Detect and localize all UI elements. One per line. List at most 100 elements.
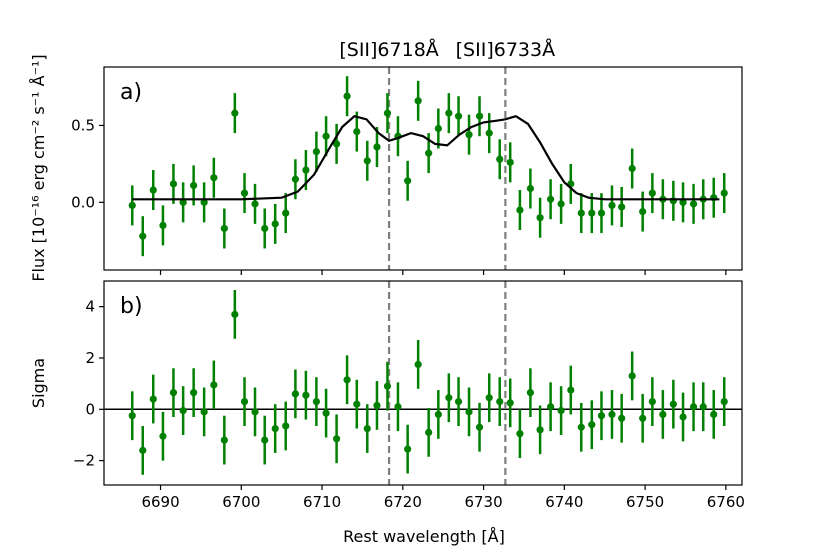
data-point: [394, 403, 402, 411]
data-point: [577, 423, 585, 431]
data-point: [251, 200, 259, 208]
data-point: [271, 424, 279, 433]
data-point: [322, 132, 330, 140]
data-point: [139, 446, 147, 454]
data-point: [454, 398, 463, 406]
data-point: [648, 398, 656, 406]
data-point: [240, 398, 249, 406]
data-point: [526, 389, 535, 397]
data-point: [475, 423, 484, 431]
data-point: [363, 424, 371, 433]
data-point: [282, 422, 290, 430]
x-tick-label: 6760: [707, 493, 745, 511]
data-point: [496, 398, 504, 406]
x-tick-label: 6710: [303, 493, 341, 511]
data-point: [639, 414, 647, 422]
panel-a-label: a): [120, 80, 142, 105]
data-point: [159, 432, 167, 440]
x-axis-label: Rest wavelength [Å]: [343, 527, 505, 546]
data-point: [608, 410, 616, 419]
data-point: [210, 381, 218, 389]
data-point: [332, 140, 341, 148]
data-point: [608, 201, 616, 210]
data-point: [618, 414, 626, 422]
data-point: [363, 157, 371, 165]
data-point: [577, 209, 585, 217]
data-point: [383, 109, 392, 117]
data-point: [689, 403, 698, 411]
panel-frame: [103, 66, 743, 271]
data-point: [526, 184, 535, 193]
data-point: [628, 164, 636, 173]
data-point: [557, 406, 565, 415]
data-point: [496, 155, 504, 163]
panel-b: −2 0 2 4: [73, 280, 743, 490]
data-point: [669, 400, 677, 408]
x-tick-label: 6690: [141, 493, 179, 511]
x-tick-label: 6750: [626, 493, 664, 511]
data-point: [282, 209, 290, 217]
panel-frame: [103, 280, 743, 486]
data-point: [710, 410, 718, 419]
data-point: [567, 386, 575, 394]
data-point: [169, 389, 178, 397]
data-point: [639, 207, 647, 216]
data-point: [149, 186, 157, 194]
data-point: [383, 382, 392, 390]
data-point: [628, 372, 636, 380]
data-point: [506, 399, 514, 407]
data-point: [200, 408, 208, 416]
x-axis: 6690 6700 6710 6720 6730 6740 6750 6760: [141, 493, 745, 511]
data-point: [404, 177, 412, 185]
y-tick-label: −2: [73, 452, 95, 470]
data-point: [506, 158, 514, 166]
y-tick-label: 2: [85, 349, 95, 367]
data-point: [425, 149, 433, 157]
data-point: [302, 166, 310, 174]
data-point: [139, 232, 147, 240]
data-point: [291, 175, 299, 183]
x-tick-label: 6720: [384, 493, 422, 511]
data-point: [445, 394, 453, 402]
x-tick-label: 6740: [545, 493, 583, 511]
data-point: [404, 445, 412, 453]
data-point: [465, 408, 473, 416]
panel-b-ylabel: Sigma: [29, 358, 48, 408]
data-point: [547, 195, 555, 203]
data-point: [465, 131, 473, 139]
data-point: [536, 426, 544, 434]
panel-a-ylabel: Flux [10⁻¹⁶ erg cm⁻² s⁻¹ Å⁻¹]: [29, 54, 48, 281]
data-point: [302, 391, 310, 399]
data-point: [425, 428, 433, 436]
data-point: [373, 401, 381, 410]
data-point: [271, 220, 279, 228]
data-point: [179, 198, 187, 206]
data-point: [343, 92, 351, 100]
data-point: [659, 410, 667, 419]
data-point: [231, 109, 239, 117]
x-tick-label: 6730: [464, 493, 502, 511]
data-point: [588, 209, 596, 217]
data-point: [618, 203, 626, 211]
data-point: [414, 97, 422, 105]
data-point: [353, 127, 361, 136]
data-point: [128, 412, 136, 420]
data-point: [454, 112, 463, 120]
y-tick-label: 4: [85, 298, 95, 316]
data-point: [312, 147, 320, 156]
panel-a: 0.0 0.5: [71, 66, 743, 275]
data-point: [597, 209, 606, 217]
data-point: [190, 389, 198, 397]
data-point: [353, 400, 361, 408]
data-point: [699, 403, 707, 411]
data-point: [373, 143, 381, 151]
y-tick-label: 0.0: [71, 193, 95, 211]
data-point: [445, 109, 453, 117]
data-point: [516, 206, 524, 214]
data-point: [557, 200, 565, 208]
data-point: [251, 408, 259, 416]
y-tick-label: 0.5: [71, 116, 95, 134]
emission-line-label-6733: [SII]6733Å: [456, 38, 555, 61]
data-point: [434, 124, 442, 133]
data-point: [434, 410, 442, 419]
